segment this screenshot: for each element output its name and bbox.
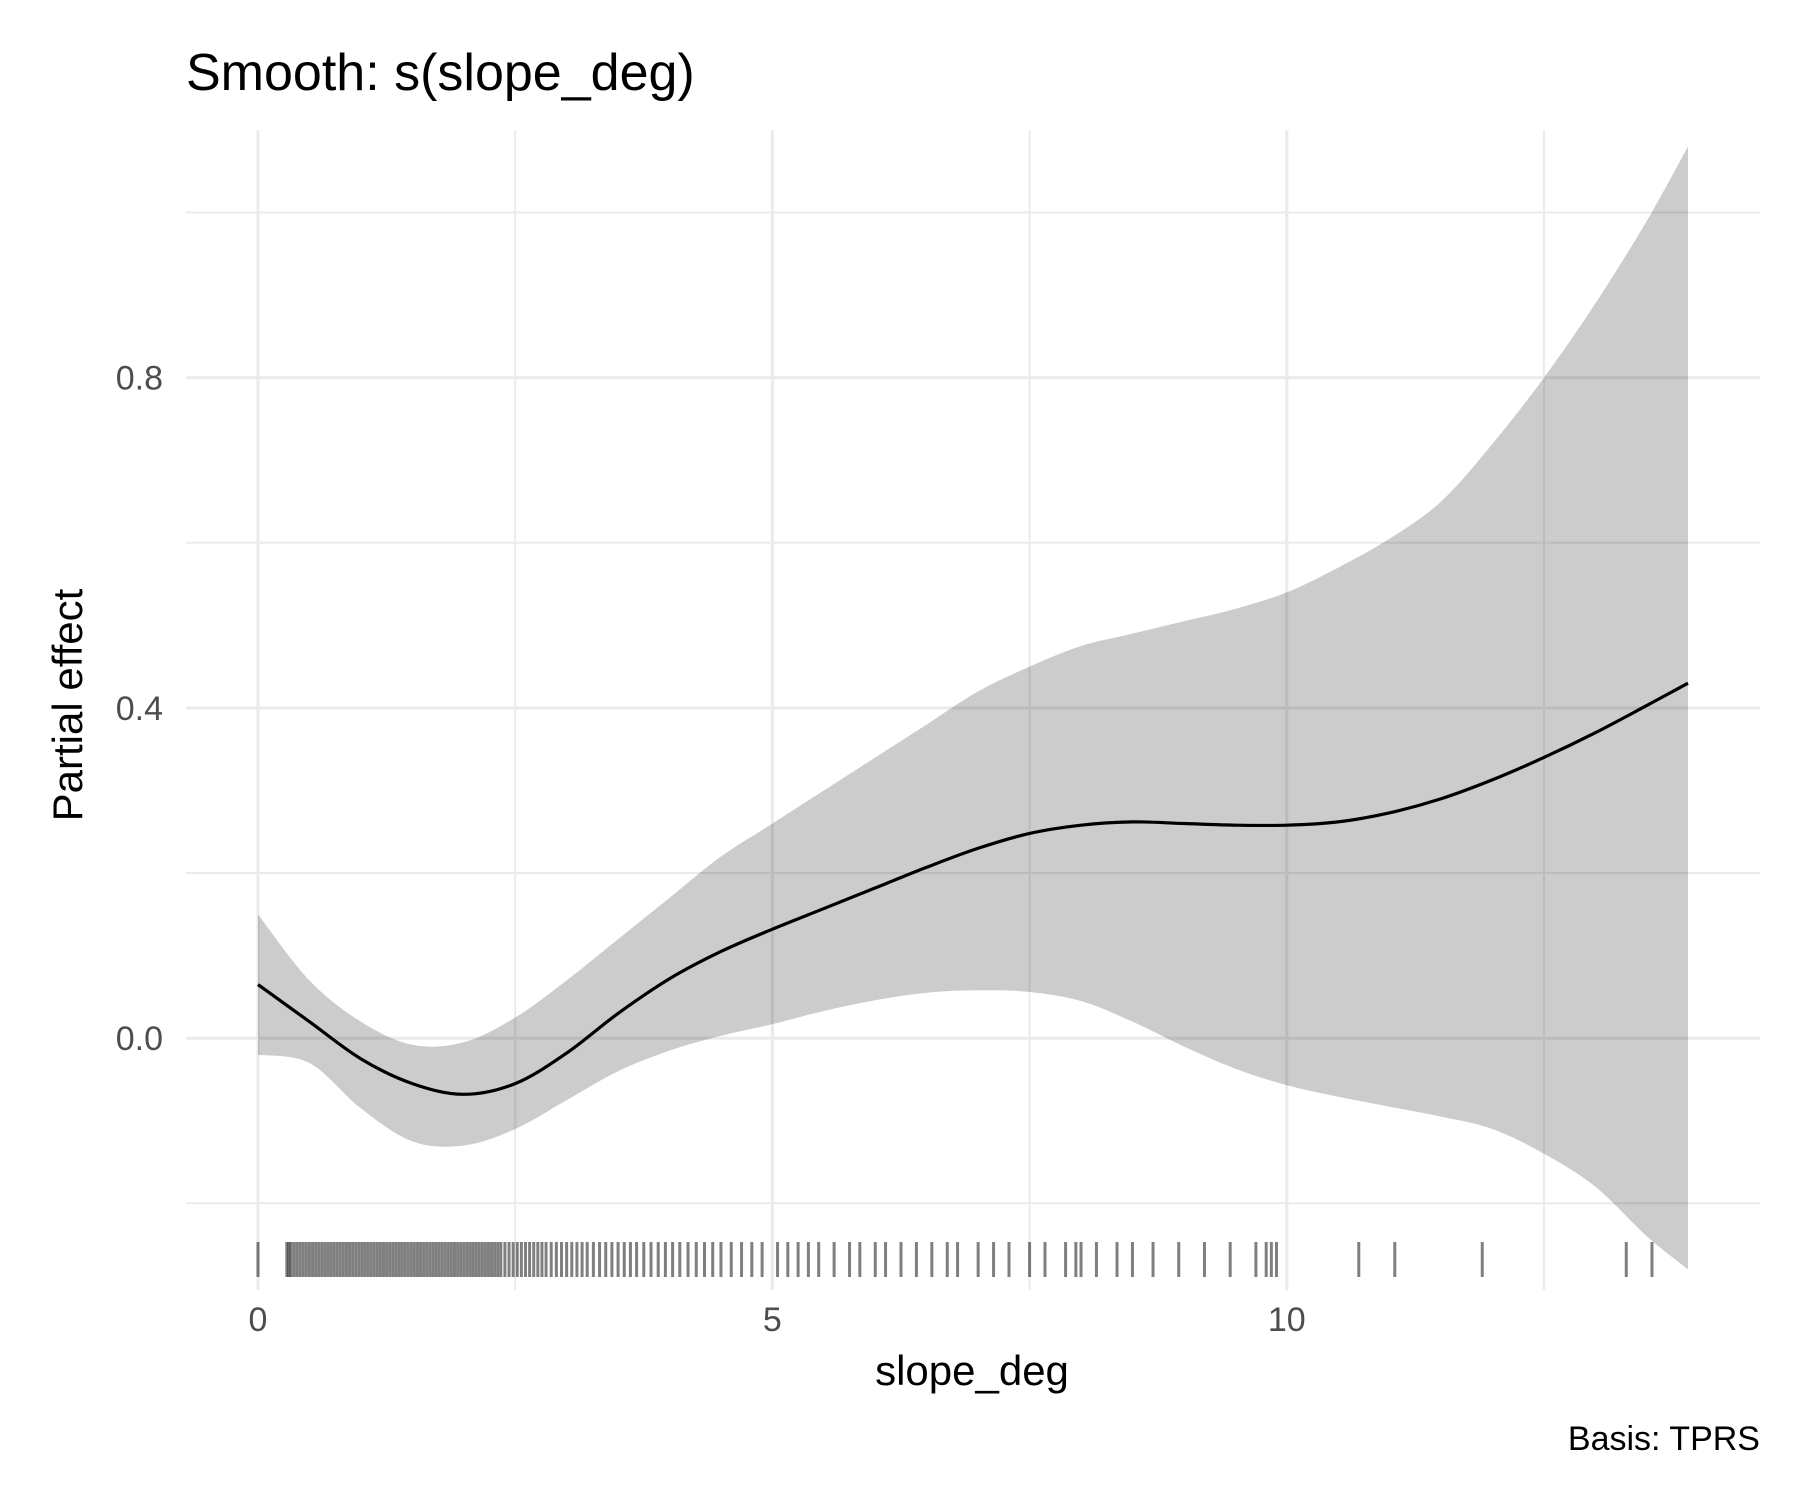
y-tick-label: 0.0 <box>116 1020 163 1058</box>
confidence-band-layer <box>258 146 1688 1270</box>
x-tick-label: 10 <box>1268 1301 1306 1339</box>
x-tick-label: 5 <box>763 1301 782 1339</box>
chart-title: Smooth: s(slope_deg) <box>186 44 695 102</box>
chart-caption: Basis: TPRS <box>1568 1420 1760 1458</box>
x-tick-label: 0 <box>249 1301 268 1339</box>
x-tick-labels: 0 5 10 <box>249 1301 1306 1339</box>
y-tick-label: 0.8 <box>116 360 163 398</box>
y-tick-labels: 0.0 0.4 0.8 <box>116 360 163 1058</box>
rug-layer <box>256 1242 1654 1277</box>
confidence-band <box>258 146 1688 1270</box>
smooth-line <box>257 681 1689 1096</box>
x-axis-title: slope_deg <box>875 1347 1069 1394</box>
y-tick-label: 0.4 <box>116 690 163 728</box>
major-gridlines <box>186 130 1760 1290</box>
minor-gridlines <box>186 130 1760 1290</box>
smooth-line-layer <box>257 681 1689 1096</box>
y-axis-title: Partial effect <box>44 588 91 821</box>
